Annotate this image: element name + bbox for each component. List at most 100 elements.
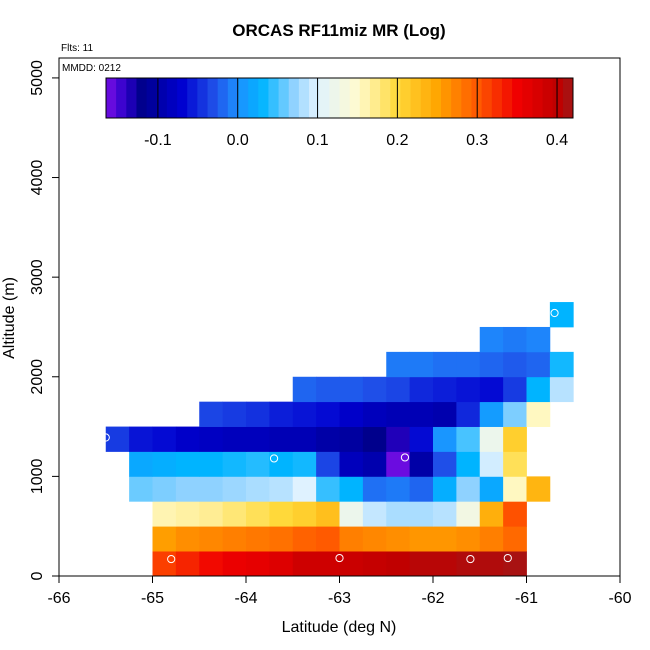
- flight-marker: [503, 553, 512, 563]
- heatmap-cell: [456, 401, 481, 427]
- colorbar-swatch: [369, 78, 381, 118]
- flight-marker: [466, 554, 475, 564]
- heatmap-cell: [246, 501, 270, 527]
- heatmap-cell: [152, 551, 177, 577]
- heatmap-cell: [456, 426, 481, 452]
- colorbar-swatch: [390, 78, 401, 118]
- heatmap-cell: [292, 551, 317, 577]
- heatmap-cell: [199, 451, 224, 477]
- colorbar-swatch: [207, 78, 219, 118]
- heatmap-cell: [175, 476, 200, 502]
- heatmap-cell: [433, 526, 457, 552]
- colorbar-swatch: [227, 78, 239, 118]
- heatmap-cell: [175, 551, 200, 577]
- heatmap-cell: [456, 551, 481, 577]
- heatmap-cell: [386, 501, 411, 527]
- heatmap-cell: [222, 526, 247, 552]
- colorbar-swatch: [319, 78, 330, 118]
- colorbar-swatch: [400, 78, 412, 118]
- heatmap-cell: [316, 501, 340, 527]
- heatmap-cell: [479, 501, 504, 527]
- heatmap-cell: [269, 401, 294, 427]
- heatmap-cell: [269, 451, 294, 477]
- heatmap-cell: [456, 376, 481, 403]
- heatmap-cell: [316, 451, 340, 477]
- heatmap-cell: [409, 351, 434, 378]
- heatmap-cell: [339, 426, 364, 452]
- flight-marker: [269, 454, 279, 463]
- heatmap-cell: [175, 526, 200, 552]
- y-axis: 0 1000 2000 3000 4000 5000: [29, 60, 59, 580]
- heatmap-cell: [503, 351, 527, 378]
- heatmap-cell: [152, 526, 177, 552]
- colorbar-swatch: [481, 78, 493, 118]
- heatmap-cell: [503, 526, 527, 552]
- heatmap-cell: [479, 401, 504, 427]
- heatmap-cell: [292, 401, 317, 427]
- heatmap-cell: [362, 551, 387, 577]
- heatmap-cell: [433, 451, 457, 477]
- heatmap-cell: [503, 326, 527, 353]
- x-axis-label: Latitude (deg N): [282, 619, 397, 636]
- heatmap-cell: [479, 426, 504, 452]
- colorbar-swatch: [461, 78, 472, 118]
- heatmap-cell: [386, 426, 411, 452]
- colorbar-swatch: [278, 78, 290, 118]
- heatmap-cell: [199, 526, 224, 552]
- colorbar-swatch: [136, 78, 148, 118]
- heatmap-cell: [246, 526, 270, 552]
- heatmap-cell: [479, 376, 504, 403]
- heatmap-cell: [269, 526, 294, 552]
- colorbar-frame: [105, 77, 574, 119]
- heatmap-cell: [152, 451, 177, 477]
- colorbar-swatch: [156, 78, 168, 118]
- heatmap-cell: [503, 451, 527, 477]
- x-tick-label: -64: [234, 590, 257, 607]
- heatmap-cell: [246, 426, 270, 452]
- colorbar-tick-label: 0.4: [546, 132, 568, 149]
- heatmap-cell: [175, 501, 200, 527]
- colorbar-swatch: [501, 78, 513, 118]
- colorbar-swatch: [187, 78, 198, 118]
- colorbar-swatch: [542, 78, 554, 118]
- colorbar-swatch: [329, 78, 340, 118]
- heatmap-cell: [129, 476, 153, 502]
- y-tick-label: 2000: [29, 359, 46, 395]
- x-axis: -66 -65 -64 -63 -62 -61 -60: [47, 576, 632, 607]
- heatmap-cell: [292, 501, 317, 527]
- heatmap-cell: [316, 526, 340, 552]
- heatmap-cell: [362, 476, 387, 502]
- heatmap-cell: [433, 401, 457, 427]
- heatmap-cell: [503, 426, 527, 452]
- heatmap-cell: [362, 376, 387, 403]
- heatmap-cell: [339, 401, 364, 427]
- heatmap-cell: [339, 376, 364, 403]
- heatmap-cell: [386, 451, 411, 477]
- heatmap-cell: [526, 476, 551, 502]
- heatmap-cell: [316, 376, 340, 403]
- colorbar-swatch: [359, 78, 371, 118]
- colorbar-swatch: [258, 78, 269, 118]
- heatmap-cell: [503, 401, 527, 427]
- heatmap-cell: [222, 426, 247, 452]
- heatmap-cell: [526, 401, 551, 427]
- y-tick-label: 3000: [29, 259, 46, 295]
- colorbar-swatch: [339, 78, 351, 118]
- heatmap-cell: [456, 476, 481, 502]
- heatmap-cell: [409, 426, 434, 452]
- heatmap-cell: [339, 526, 364, 552]
- heatmap-cell: [316, 426, 340, 452]
- x-tick-label: -60: [608, 590, 631, 607]
- heatmap-cell: [175, 451, 200, 477]
- heatmap-cell: [292, 476, 317, 502]
- heatmap-cell: [246, 451, 270, 477]
- heatmap-cell: [362, 401, 387, 427]
- heatmap-cells: [105, 302, 574, 577]
- heatmap-cell: [222, 401, 247, 427]
- colorbar-swatch: [177, 78, 188, 118]
- heatmap-cell: [222, 451, 247, 477]
- colorbar-tick-label: 0.2: [386, 132, 408, 149]
- heatmap-cell: [292, 426, 317, 452]
- flight-markers: [101, 308, 559, 564]
